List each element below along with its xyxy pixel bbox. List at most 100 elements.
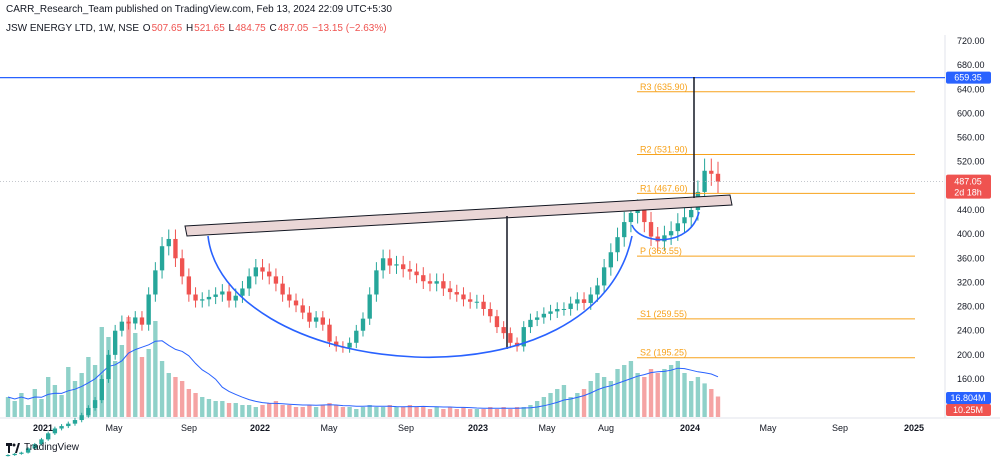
volume-bar bbox=[709, 389, 714, 417]
candle-body bbox=[233, 295, 238, 301]
candle-body bbox=[307, 312, 312, 322]
candle-body bbox=[260, 267, 265, 272]
candle-body bbox=[99, 379, 104, 401]
candle-body bbox=[561, 308, 567, 310]
candle-body bbox=[387, 258, 392, 266]
volume-bar bbox=[267, 403, 272, 417]
y-tick-label: 520.00 bbox=[957, 157, 985, 167]
volume-bar bbox=[79, 373, 84, 417]
candle-body bbox=[313, 317, 319, 322]
volume-bar bbox=[635, 373, 640, 417]
volume-bar bbox=[501, 407, 506, 417]
volume-bar bbox=[682, 373, 687, 417]
y-tick-label: 440.00 bbox=[957, 205, 985, 215]
volume-bar bbox=[387, 405, 392, 417]
y-tick-label: 720.00 bbox=[957, 36, 985, 46]
candle-body bbox=[534, 317, 540, 320]
y-tick-label: 160.00 bbox=[957, 374, 985, 384]
candle-body bbox=[575, 299, 580, 304]
x-tick-label: 2025 bbox=[904, 423, 924, 433]
volume-bar bbox=[46, 377, 51, 417]
volume-bar bbox=[434, 407, 439, 417]
volume-bar bbox=[474, 409, 480, 417]
volume-bar bbox=[541, 397, 547, 417]
y-tick-label: 240.00 bbox=[957, 326, 985, 336]
candle-body bbox=[668, 231, 674, 236]
candle-body bbox=[548, 311, 553, 314]
volume-bar bbox=[19, 393, 24, 417]
candle-body bbox=[541, 313, 547, 318]
candle-body bbox=[66, 423, 71, 427]
volume-bar bbox=[179, 381, 185, 417]
x-tick-label: Sep bbox=[398, 423, 414, 433]
volume-bar bbox=[233, 403, 238, 417]
volume-bar bbox=[427, 409, 433, 417]
ohlc-legend: JSW ENERGY LTD, 1W, NSE O507.65 H521.65 … bbox=[6, 23, 388, 34]
candle-body bbox=[72, 420, 78, 424]
candle-body bbox=[133, 317, 138, 324]
x-tick-label: 2022 bbox=[250, 423, 270, 433]
candle-body bbox=[334, 341, 339, 347]
tradingview-brand[interactable]: TradingView bbox=[24, 442, 80, 453]
close-label: C bbox=[269, 23, 277, 34]
volume-bar bbox=[327, 403, 332, 417]
x-tick-label: May bbox=[538, 423, 556, 433]
change-value: −13.15 (−2.63%) bbox=[312, 23, 387, 34]
volume-bar bbox=[173, 377, 178, 417]
x-tick-label: 2023 bbox=[468, 423, 488, 433]
volume-bar bbox=[528, 405, 533, 417]
candle-body bbox=[193, 294, 198, 301]
candle-body bbox=[267, 271, 272, 277]
candle-body bbox=[380, 258, 386, 271]
volume-bar bbox=[414, 407, 419, 417]
tradingview-logo-icon bbox=[6, 442, 20, 453]
volume-bar bbox=[220, 401, 225, 417]
candle-body bbox=[401, 264, 406, 270]
volume-bar bbox=[481, 409, 486, 417]
volume-bar bbox=[521, 407, 526, 417]
volume-bar bbox=[52, 385, 58, 417]
volume-bar bbox=[702, 383, 707, 417]
volume-bar bbox=[401, 407, 406, 417]
cup-curve bbox=[207, 235, 633, 359]
candle-body bbox=[173, 238, 178, 259]
candle-body bbox=[675, 223, 680, 232]
candle-body bbox=[447, 288, 453, 293]
x-tick-label: May bbox=[759, 423, 777, 433]
volume-bar bbox=[461, 407, 466, 417]
volume-bar bbox=[514, 407, 520, 417]
volume-bar bbox=[555, 389, 560, 417]
volume-bar bbox=[662, 369, 667, 417]
volume-bar bbox=[300, 407, 305, 417]
candle-body bbox=[689, 210, 694, 218]
volume-bar bbox=[334, 405, 339, 417]
volume-bar bbox=[648, 369, 654, 417]
x-tick-label: May bbox=[105, 423, 123, 433]
y-tick-label: 680.00 bbox=[957, 60, 985, 70]
candle-body bbox=[467, 299, 473, 302]
candle-body bbox=[293, 300, 299, 306]
symbol-label[interactable]: JSW ENERGY LTD, 1W, NSE bbox=[6, 23, 139, 34]
volume-bar bbox=[608, 381, 614, 417]
volume-bar bbox=[494, 409, 500, 417]
candle-body bbox=[5, 455, 11, 457]
candle-body bbox=[568, 303, 573, 309]
candle-body bbox=[246, 276, 252, 289]
candle-body bbox=[166, 238, 171, 247]
bar-countdown-label: 2d 18h bbox=[954, 188, 982, 198]
y-tick-label: 640.00 bbox=[957, 84, 985, 94]
volume-bar bbox=[39, 399, 44, 417]
y-tick-label: 560.00 bbox=[957, 133, 985, 143]
candle-body bbox=[112, 330, 118, 355]
volume-bar bbox=[467, 409, 473, 417]
volume-bar bbox=[200, 397, 205, 417]
candle-body bbox=[119, 321, 125, 331]
candle-body bbox=[608, 252, 614, 268]
volume-label: 10.25M bbox=[953, 405, 983, 415]
candle-body bbox=[159, 246, 165, 271]
candle-body bbox=[206, 296, 212, 300]
volume-bar bbox=[380, 407, 386, 417]
volume-bar bbox=[581, 389, 587, 417]
candle-body bbox=[32, 444, 37, 449]
